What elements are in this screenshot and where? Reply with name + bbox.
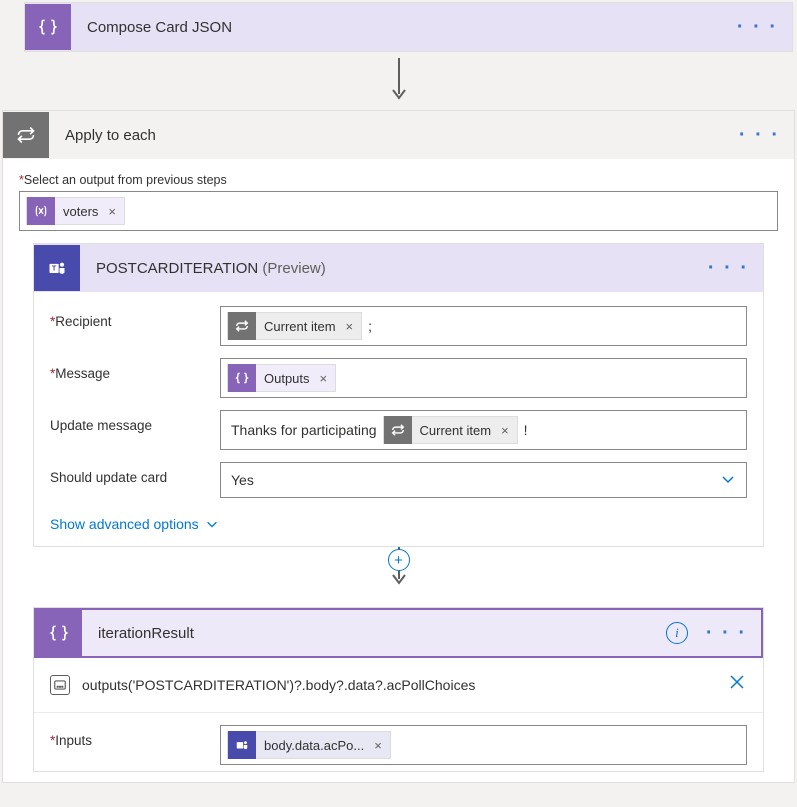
voters-token-remove[interactable]: ×	[104, 198, 124, 224]
expression-row: outputs('POSTCARDITERATION')?.body?.data…	[34, 658, 763, 713]
postcard-title: POSTCARDITERATION (Preview)	[80, 260, 694, 277]
token-text: Current item	[412, 417, 498, 443]
iteration-result-step: iterationResult i · · · outputs('POSTCAR…	[33, 607, 764, 772]
compose-title: Compose Card JSON	[71, 19, 723, 36]
expression-icon	[50, 675, 70, 695]
postcard-header[interactable]: T POSTCARDITERATION (Preview) · · ·	[34, 244, 763, 292]
token-text: Current item	[256, 313, 342, 339]
recipient-row: *Recipient Current item × ;	[50, 306, 747, 346]
iteration-title: iterationResult	[82, 625, 666, 642]
voters-token[interactable]: voters ×	[26, 197, 125, 225]
chevron-down-icon	[720, 471, 736, 490]
should-update-select[interactable]: Yes	[220, 462, 747, 498]
preview-label: (Preview)	[262, 260, 325, 277]
data-operation-icon	[228, 364, 256, 392]
variable-icon	[27, 197, 55, 225]
inputs-label: *Inputs	[50, 725, 220, 748]
message-input[interactable]: Outputs ×	[220, 358, 747, 398]
voters-token-text: voters	[55, 198, 104, 224]
select-output-input[interactable]: voters ×	[19, 191, 778, 231]
iteration-body: *Inputs body.data.acPo... ×	[34, 713, 763, 771]
compose-menu-button[interactable]: · · ·	[723, 16, 792, 39]
select-output-label: *Select an output from previous steps	[19, 173, 778, 187]
compose-header[interactable]: Compose Card JSON · · ·	[25, 3, 792, 51]
data-operation-icon	[25, 4, 71, 50]
token-text: body.data.acPo...	[256, 732, 370, 758]
token-text: Outputs	[256, 365, 316, 391]
update-message-input[interactable]: Thanks for participating Current item × …	[220, 410, 747, 450]
token-remove[interactable]: ×	[316, 365, 336, 391]
should-update-label: Should update card	[50, 462, 220, 485]
should-update-value: Yes	[231, 472, 254, 488]
apply-menu-button[interactable]: · · ·	[725, 124, 794, 147]
inputs-input[interactable]: body.data.acPo... ×	[220, 725, 747, 765]
update-prefix: Thanks for participating	[227, 422, 381, 438]
expression-close-button[interactable]	[727, 672, 747, 698]
message-row: *Message Outputs ×	[50, 358, 747, 398]
apply-body: *Select an output from previous steps vo…	[3, 159, 794, 782]
token-remove[interactable]: ×	[370, 732, 390, 758]
recipient-suffix: ;	[364, 318, 376, 334]
iteration-header[interactable]: iterationResult i · · ·	[34, 608, 763, 658]
should-update-row: Should update card Yes	[50, 462, 747, 498]
postcard-menu-button[interactable]: · · ·	[694, 257, 763, 280]
token-remove[interactable]: ×	[497, 417, 517, 443]
teams-icon: T	[34, 245, 80, 291]
loop-icon	[228, 312, 256, 340]
inputs-row: *Inputs body.data.acPo... ×	[50, 725, 747, 765]
recipient-input[interactable]: Current item × ;	[220, 306, 747, 346]
add-step-button[interactable]: +	[388, 549, 410, 571]
apply-to-each-step: Apply to each · · · *Select an output fr…	[2, 110, 795, 783]
message-label: *Message	[50, 358, 220, 381]
recipient-label: *Recipient	[50, 306, 220, 329]
loop-icon	[384, 416, 412, 444]
token-remove[interactable]: ×	[342, 313, 362, 339]
compose-card-step: Compose Card JSON · · ·	[24, 2, 793, 52]
postcard-step: T POSTCARDITERATION (Preview) · · · *Rec…	[33, 243, 764, 547]
connector-arrow	[2, 52, 795, 110]
info-icon[interactable]: i	[666, 622, 688, 644]
apply-title: Apply to each	[49, 127, 725, 144]
svg-text:T: T	[52, 264, 57, 273]
iteration-menu-button[interactable]: · · ·	[692, 622, 761, 645]
body-data-token[interactable]: body.data.acPo... ×	[227, 731, 391, 759]
current-item-token[interactable]: Current item ×	[383, 416, 518, 444]
expression-text: outputs('POSTCARDITERATION')?.body?.data…	[82, 677, 715, 693]
postcard-body: *Recipient Current item × ;	[34, 292, 763, 546]
outputs-token[interactable]: Outputs ×	[227, 364, 336, 392]
update-message-row: Update message Thanks for participating …	[50, 410, 747, 450]
show-advanced-link[interactable]: Show advanced options	[50, 510, 219, 536]
data-operation-icon	[36, 610, 82, 656]
teams-icon	[228, 731, 256, 759]
apply-header[interactable]: Apply to each · · ·	[3, 111, 794, 159]
loop-icon	[3, 112, 49, 158]
update-suffix: !	[520, 422, 532, 438]
update-message-label: Update message	[50, 410, 220, 433]
current-item-token[interactable]: Current item ×	[227, 312, 362, 340]
